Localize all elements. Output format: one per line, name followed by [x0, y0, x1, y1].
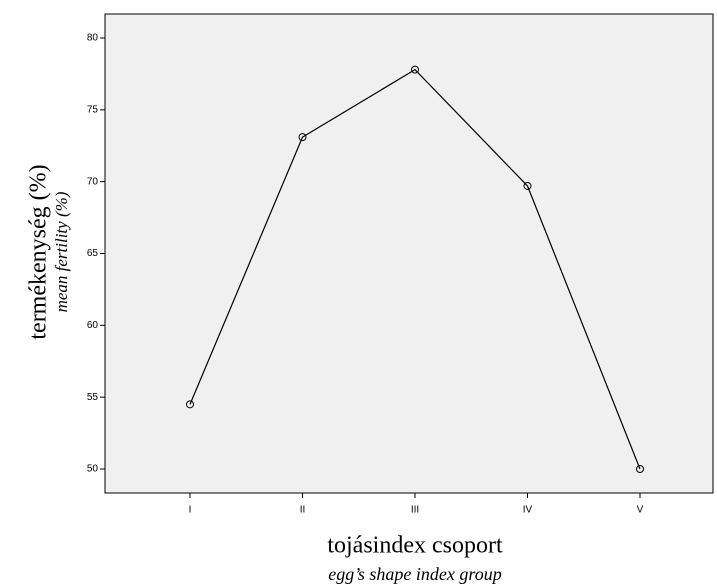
y-tick-label: 70 — [87, 176, 99, 187]
x-tick-label: II — [300, 505, 306, 516]
y-axis-title: termékenység (%) — [26, 164, 52, 339]
x-tick-label: V — [637, 505, 644, 516]
y-tick-label: 55 — [87, 392, 99, 403]
x-tick-label: IV — [523, 505, 533, 516]
y-tick-label: 65 — [87, 248, 99, 259]
marker — [298, 133, 307, 142]
marker — [186, 400, 194, 409]
x-axis-title: tojásindex csoport — [327, 533, 503, 559]
y-axis-subtitle: mean fertility (%) — [52, 191, 71, 312]
line — [189, 68, 641, 470]
marker — [636, 465, 644, 474]
y-tick-label: 60 — [87, 320, 99, 331]
x-tick-label: I — [189, 505, 192, 516]
marker — [523, 181, 532, 190]
x-axis-subtitle: egg’s shape index group — [328, 564, 501, 584]
x-tick-label: III — [411, 505, 419, 516]
y-tick-label: 80 — [87, 33, 99, 44]
y-tick-label: 75 — [87, 104, 99, 115]
y-tick-label: 50 — [87, 464, 99, 475]
marker — [411, 65, 419, 74]
plot-area — [104, 13, 714, 494]
